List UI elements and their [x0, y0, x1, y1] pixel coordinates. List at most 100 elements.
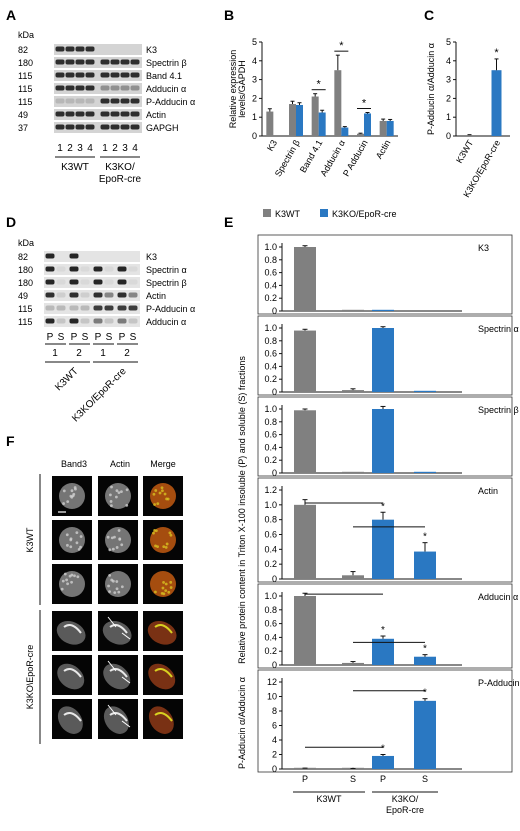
bar: [294, 330, 316, 392]
y-tick-label: 0.6: [264, 268, 277, 278]
actin-aggregate: [63, 668, 82, 678]
subplot-title: Spectrin β: [478, 405, 519, 415]
blot-strip: [54, 70, 142, 81]
cell-speckle: [165, 542, 169, 546]
arrow-marker: [121, 676, 131, 684]
panel-letter-a: A: [6, 7, 16, 23]
y-tick-label: 0.6: [264, 430, 277, 440]
blot-d-strips: 82 K3 180 Spectrin α 180 Spectrin β 49 Actin 115…: [18, 251, 195, 327]
cell-speckle: [66, 543, 69, 547]
western-blot-d: kDa 82 K3 180 Spectrin α 180 Spectrin β 49 Acti…: [18, 238, 195, 424]
blot-band: [65, 59, 75, 65]
blot-band: [117, 292, 127, 298]
bar: [341, 127, 349, 136]
blot-band: [75, 72, 85, 78]
bar: [364, 113, 371, 136]
blot-band: [65, 46, 75, 52]
y-tick-label: 0.8: [264, 605, 277, 615]
blot-band: [45, 292, 55, 298]
legend-b: K3WT K3KO/EpoR-cre: [263, 209, 397, 219]
y-tick-label: 0: [272, 387, 277, 397]
legend-label-ko: K3KO/EpoR-cre: [332, 209, 397, 219]
cell-speckle: [115, 587, 119, 591]
cell-speckle: [71, 494, 75, 498]
blot-band: [100, 124, 110, 130]
significance-star: *: [494, 47, 499, 59]
kda-marker: 180: [18, 265, 33, 275]
y-tick-label: 2: [446, 93, 451, 103]
kda-marker: 49: [18, 291, 28, 301]
micrograph-grid: [52, 476, 183, 739]
sample-number: 2: [124, 348, 130, 359]
y-tick-label: 1: [446, 112, 451, 122]
y-tick-label: 4: [446, 56, 451, 66]
cell-speckle: [110, 536, 114, 540]
y-tick-label: 8: [272, 706, 277, 716]
lane-number: 1: [102, 143, 108, 154]
legend-swatch-wt: [263, 209, 271, 217]
blot-band: [80, 318, 90, 324]
y-tick-label: 1.0: [264, 500, 277, 510]
y-tick-label: 0.4: [264, 280, 277, 290]
actin-aggregate: [154, 668, 173, 678]
column-label-merge: Merge: [150, 459, 176, 469]
subplot-title: Actin: [478, 486, 498, 496]
x-tick-label: P: [380, 774, 386, 784]
cell: [105, 527, 131, 553]
bar: [414, 551, 436, 579]
lane-number: 2: [112, 143, 118, 154]
y-tick-label: 0.4: [264, 442, 277, 452]
panel-letter-c: C: [424, 7, 434, 23]
blot-band: [75, 59, 85, 65]
blot-strip: [44, 290, 140, 301]
blot-row-label: Actin: [146, 110, 166, 120]
bar: [414, 390, 436, 392]
cell-speckle: [169, 533, 173, 537]
chart-b: Relative expression levels/GAPDH K3WT K3…: [228, 37, 398, 219]
blot-row-label: Spectrin α: [146, 265, 187, 275]
blot-strip: [44, 277, 140, 288]
x-tick-label: S: [422, 774, 428, 784]
cell-speckle: [76, 575, 80, 579]
significance-star: *: [381, 501, 385, 512]
blot-band: [104, 292, 114, 298]
fraction-letter: S: [58, 332, 65, 343]
cell: [105, 571, 131, 597]
kda-marker: 115: [18, 71, 32, 81]
legend-label-wt: K3WT: [275, 209, 301, 219]
bar: [294, 410, 316, 473]
blot-band: [93, 266, 103, 272]
bar: [372, 638, 394, 665]
kda-marker: 180: [18, 278, 33, 288]
bar: [357, 133, 364, 136]
cell-speckle: [168, 531, 172, 535]
blot-band: [55, 98, 65, 104]
cell-speckle: [162, 581, 165, 584]
blot-band: [69, 279, 79, 285]
column-label-band3: Band3: [61, 459, 87, 469]
y-tick-label: 0.4: [264, 361, 277, 371]
group-label-ko-line2: EpoR-cre: [386, 805, 424, 815]
blot-band: [75, 124, 85, 130]
blot-strip: [54, 122, 142, 133]
blot-band: [130, 98, 140, 104]
bar: [372, 309, 394, 311]
blot-band: [128, 318, 138, 324]
cell-speckle: [160, 486, 164, 490]
blot-band: [55, 59, 65, 65]
kda-marker: 115: [18, 97, 32, 107]
blot-band: [110, 72, 120, 78]
lane-number: 3: [77, 143, 83, 154]
x-tick-label: P: [302, 774, 308, 784]
y-tick-label: 0.6: [264, 349, 277, 359]
blot-band: [117, 279, 127, 285]
fraction-letter: S: [82, 332, 89, 343]
cell-speckle: [62, 489, 66, 493]
cell-speckle: [169, 586, 173, 589]
y-tick-label: 1.0: [264, 591, 277, 601]
kda-marker: 49: [18, 110, 28, 120]
blot-band: [55, 85, 65, 91]
subplot-frame: [257, 477, 513, 583]
blot-band: [128, 305, 138, 311]
cell-speckle: [153, 503, 156, 506]
